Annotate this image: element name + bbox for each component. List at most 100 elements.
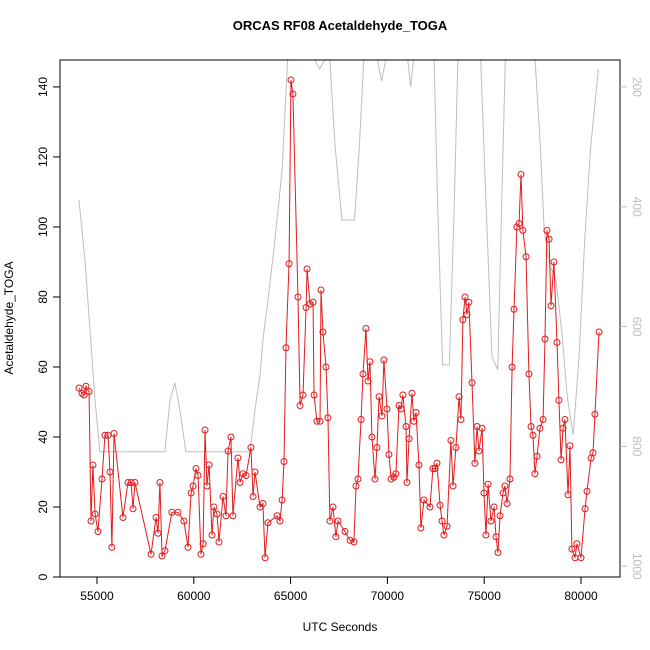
y-tick-label: 140 [36, 77, 50, 97]
data-point [124, 478, 132, 486]
data-point [452, 443, 460, 451]
data-point [197, 550, 205, 558]
data-point [259, 499, 267, 507]
data-point [78, 389, 86, 397]
data-point [494, 548, 502, 556]
data-point [443, 522, 451, 530]
data-point [566, 442, 574, 450]
data-point [533, 452, 541, 460]
data-point [87, 517, 95, 525]
data-point [402, 422, 410, 430]
data-point [334, 517, 342, 525]
data-point [119, 513, 127, 521]
data-point [420, 496, 428, 504]
data-point [440, 531, 448, 539]
data-point [161, 547, 169, 555]
data-point [519, 226, 527, 234]
data-point [249, 492, 257, 500]
data-point [525, 370, 533, 378]
data-point [465, 298, 473, 306]
data-point [429, 464, 437, 472]
data-point [457, 415, 465, 423]
data-point [397, 405, 405, 413]
data-point [478, 424, 486, 432]
data-point [487, 517, 495, 525]
data-point [433, 459, 441, 467]
data-point [276, 517, 284, 525]
x-tick-label: 80000 [564, 589, 598, 603]
data-point [192, 464, 200, 472]
data-point [80, 391, 88, 399]
data-point [156, 478, 164, 486]
data-point [91, 510, 99, 518]
plot-box [59, 59, 621, 578]
data-point [595, 328, 603, 336]
data-point [303, 265, 311, 273]
data-point [496, 512, 504, 520]
data-point [591, 410, 599, 418]
data-point [468, 379, 476, 387]
data-point [357, 415, 365, 423]
data-point [559, 424, 567, 432]
data-point [222, 512, 230, 520]
data-point [408, 389, 416, 397]
data-point [282, 344, 290, 352]
data-point [98, 475, 106, 483]
y-tick-label: 40 [36, 430, 50, 444]
data-point [506, 475, 514, 483]
data-point [399, 391, 407, 399]
data-point [147, 550, 155, 558]
y-tick-label: 120 [36, 147, 50, 167]
data-point [261, 554, 269, 562]
data-point [484, 480, 492, 488]
x-tick-label: 65000 [274, 589, 308, 603]
data-point [395, 401, 403, 409]
data-point [557, 456, 565, 464]
data-point [364, 377, 372, 385]
plot-area [75, 60, 603, 562]
data-point [82, 382, 90, 390]
data-point [316, 417, 324, 425]
data-point [85, 387, 93, 395]
data-point [577, 554, 585, 562]
y-tick-label: 60 [36, 360, 50, 374]
data-point [564, 491, 572, 499]
data-point [508, 363, 516, 371]
data-point [215, 538, 223, 546]
data-point [359, 370, 367, 378]
data-point [309, 298, 317, 306]
data-point [224, 447, 232, 455]
data-point [383, 405, 391, 413]
data-point [568, 545, 576, 553]
data-point [436, 501, 444, 509]
data-point [294, 293, 302, 301]
data-point [158, 552, 166, 560]
data-point [174, 508, 182, 516]
data-point [203, 482, 211, 490]
data-point [273, 512, 281, 520]
y-tick-label: 100 [36, 217, 50, 237]
data-point [461, 293, 469, 301]
data-point [289, 90, 297, 98]
data-point [236, 478, 244, 486]
data-point [205, 461, 213, 469]
data-point [368, 433, 376, 441]
data-point [438, 517, 446, 525]
data-point [264, 519, 272, 527]
data-point [513, 223, 521, 231]
y-tick-label: 80 [36, 290, 50, 304]
data-point [531, 470, 539, 478]
data-point [194, 471, 202, 479]
chart-title: ORCAS RF08 Acetaldehyde_TOGA [233, 18, 448, 33]
data-point [589, 449, 597, 457]
data-point [108, 543, 116, 551]
data-point [522, 253, 530, 261]
data-point [299, 391, 307, 399]
data-point [561, 415, 569, 423]
data-point [412, 408, 420, 416]
data-point [319, 328, 327, 336]
data-point [131, 478, 139, 486]
data-point [352, 482, 360, 490]
data-point [213, 510, 221, 518]
